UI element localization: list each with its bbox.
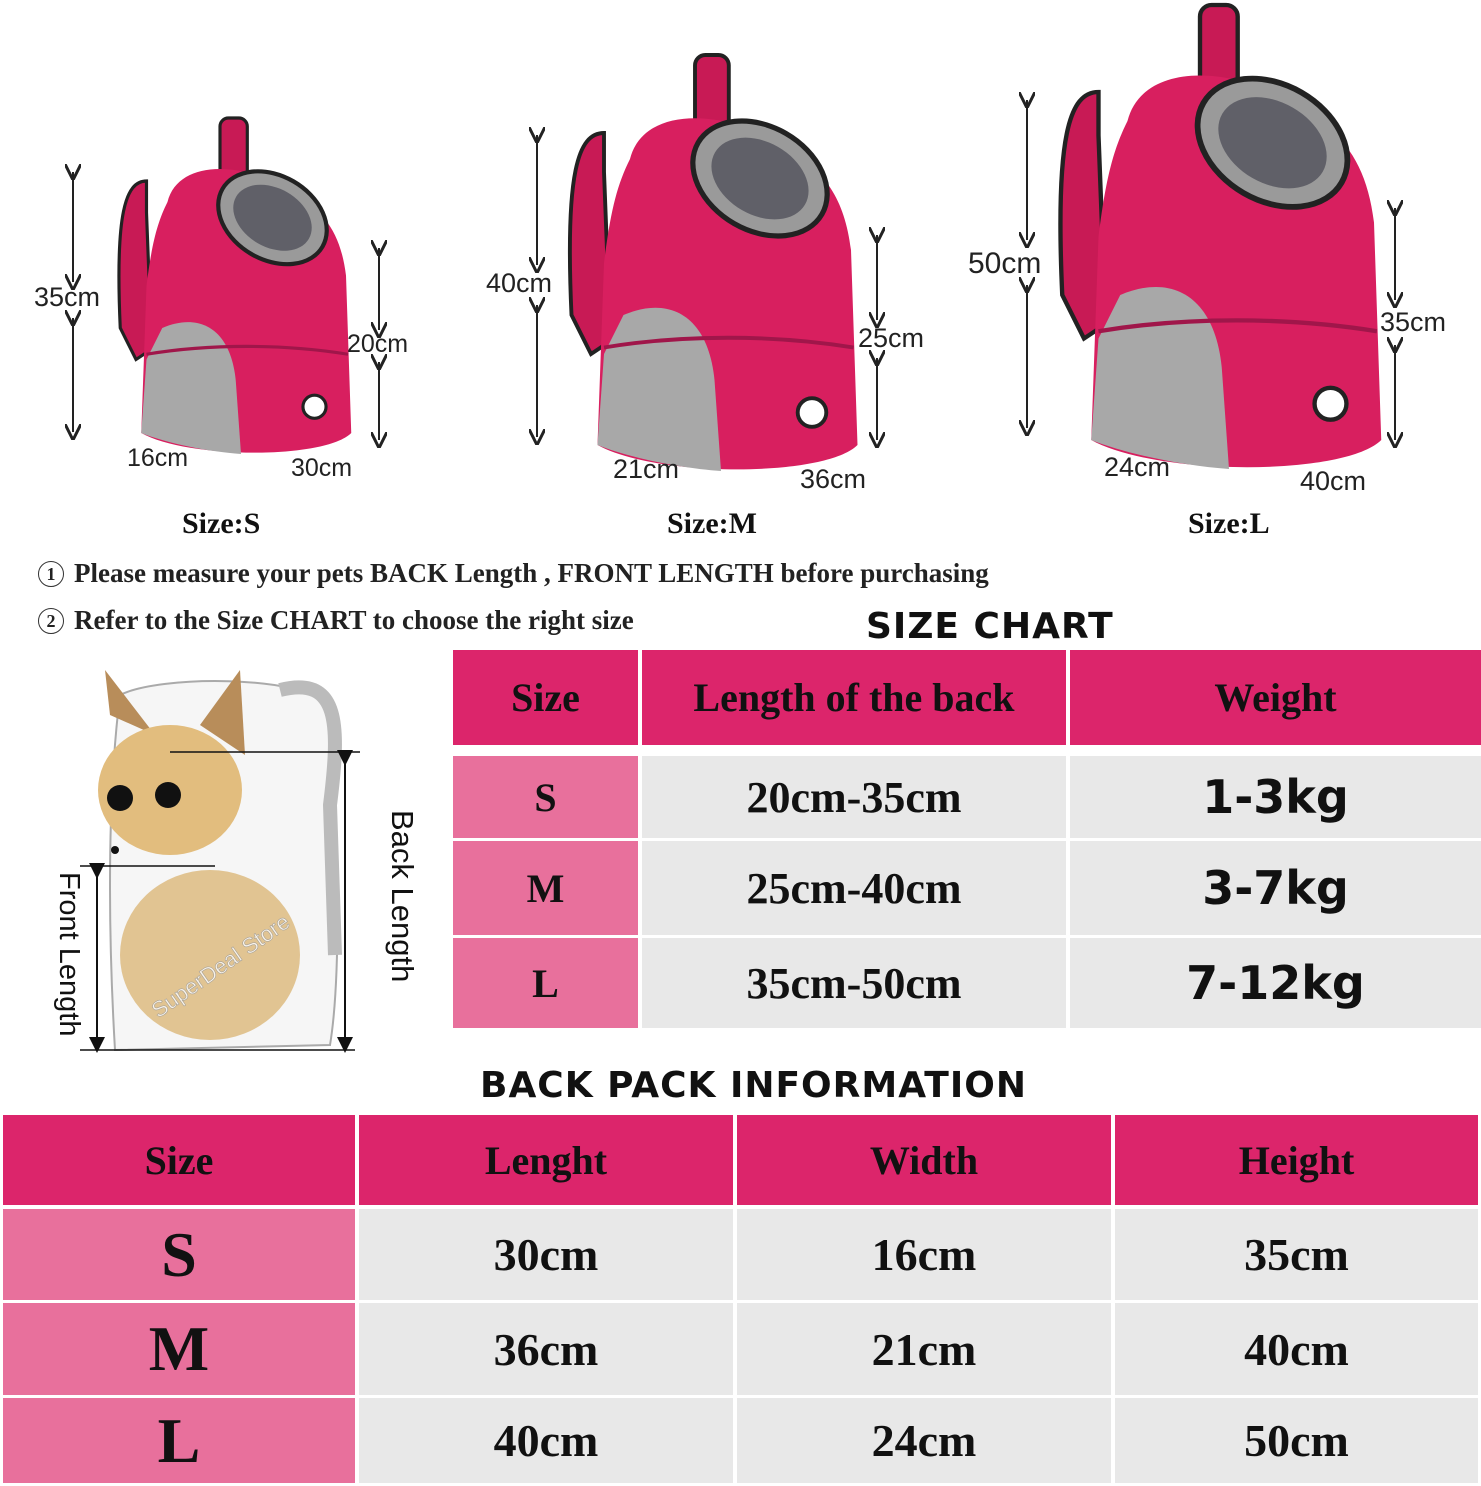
note-text: Please measure your pets BACK Length , F… — [74, 558, 989, 588]
dim-height-m: 40cm — [486, 268, 553, 298]
size-chart-header-weight: Weight — [1070, 650, 1481, 745]
size-chart-size-m: M — [453, 841, 638, 935]
info-header-size: Size — [3, 1115, 355, 1205]
note-1: 1 Please measure your pets BACK Length , … — [38, 558, 989, 589]
backpack-info-title: BACK PACK INFORMATION — [480, 1065, 1027, 1106]
dim-height-s: 35cm — [34, 282, 101, 312]
info-size-m: M — [3, 1303, 355, 1395]
size-chart-back-s: 20cm-35cm — [642, 756, 1066, 838]
dim-front-l: 35cm — [1380, 307, 1447, 337]
dim-front-s: 20cm — [347, 330, 409, 358]
info-header-length: Lenght — [359, 1115, 733, 1205]
dim-length-m: 36cm — [800, 464, 867, 494]
size-chart-header-size: Size — [453, 650, 638, 745]
info-length-s: 30cm — [359, 1209, 733, 1300]
info-length-m: 36cm — [359, 1303, 733, 1395]
size-chart-header-back: Length of the back — [642, 650, 1066, 745]
info-header-height: Height — [1115, 1115, 1478, 1205]
size-chart-weight-l: 7-12kg — [1070, 938, 1481, 1028]
dim-width-l: 24cm — [1104, 452, 1171, 482]
backpack-size-m — [570, 55, 858, 471]
dim-front-m: 25cm — [858, 323, 925, 353]
size-chart-title: SIZE CHART — [866, 606, 1114, 647]
size-chart-size-s: S — [453, 756, 638, 838]
info-length-l: 40cm — [359, 1398, 733, 1483]
info-size-l: L — [3, 1398, 355, 1483]
backpack-size-l — [1060, 5, 1381, 469]
note-number: 1 — [38, 561, 64, 587]
size-chart-size-l: L — [453, 938, 638, 1028]
dim-height-l: 50cm — [968, 247, 1042, 280]
dog-measurement-diagram: SuperDeal Store — [80, 670, 360, 1053]
info-width-m: 21cm — [737, 1303, 1111, 1395]
size-chart-back-m: 25cm-40cm — [642, 841, 1066, 935]
backpack-size-s — [119, 118, 351, 454]
info-height-l: 50cm — [1115, 1398, 1478, 1483]
front-length-label: Front Length — [53, 872, 85, 1037]
info-width-s: 16cm — [737, 1209, 1111, 1300]
back-length-label: Back Length — [385, 810, 420, 983]
info-header-width: Width — [737, 1115, 1111, 1205]
info-height-s: 35cm — [1115, 1209, 1478, 1300]
size-chart-weight-s: 1-3kg — [1070, 756, 1481, 838]
note-2: 2 Refer to the Size CHART to choose the r… — [38, 605, 634, 636]
note-number: 2 — [38, 608, 64, 634]
size-label-m: Size:M — [667, 507, 757, 540]
size-label-l: Size:L — [1188, 507, 1270, 540]
dim-length-l: 40cm — [1300, 466, 1367, 496]
backpack-illustrations — [0, 0, 1481, 560]
info-height-m: 40cm — [1115, 1303, 1478, 1395]
info-size-s: S — [3, 1209, 355, 1300]
note-text: Refer to the Size CHART to choose the ri… — [74, 605, 634, 635]
size-chart-weight-m: 3-7kg — [1070, 841, 1481, 935]
dim-length-s: 30cm — [291, 454, 353, 482]
info-width-l: 24cm — [737, 1398, 1111, 1483]
dim-width-s: 16cm — [127, 444, 189, 472]
size-chart-back-l: 35cm-50cm — [642, 938, 1066, 1028]
size-label-s: Size:S — [182, 507, 261, 540]
dim-width-m: 21cm — [613, 454, 680, 484]
